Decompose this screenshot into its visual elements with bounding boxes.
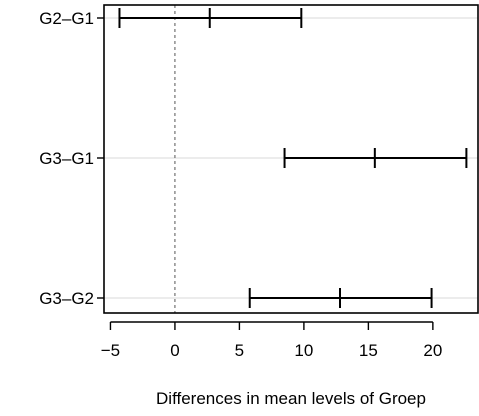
- interval-0: [118, 8, 303, 28]
- x-tick-label: 20: [423, 341, 442, 360]
- interval-series: [118, 8, 468, 308]
- x-tick-label: −5: [101, 341, 120, 360]
- category-label: G3–G1: [39, 149, 94, 168]
- category-label: G2–G1: [39, 9, 94, 28]
- interval-2: [248, 288, 433, 308]
- x-tick-label: 5: [235, 341, 244, 360]
- plot-frame: [103, 4, 479, 314]
- interval-1: [283, 148, 468, 168]
- x-axis-title: Differences in mean levels of Groep: [156, 389, 426, 408]
- category-label: G3–G2: [39, 289, 94, 308]
- x-tick-label: 0: [170, 341, 179, 360]
- x-tick-label: 15: [359, 341, 378, 360]
- y-axis: G2–G1 G3–G1 G3–G2: [39, 9, 104, 308]
- x-tick-label: 10: [294, 341, 313, 360]
- x-axis: −5 0 5 10 15 20: [101, 321, 442, 360]
